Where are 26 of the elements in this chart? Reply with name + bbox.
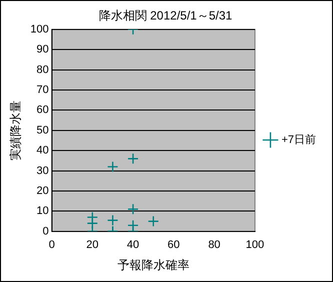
- y-tick-label: 90: [36, 44, 49, 56]
- y-tick-label: 80: [36, 64, 49, 76]
- x-axis-title: 予報降水確率: [117, 258, 190, 272]
- point: [107, 214, 118, 226]
- x-tick-label: 20: [86, 239, 99, 252]
- y-tick-label: 100: [30, 23, 49, 36]
- x-tick-label: 100: [246, 239, 264, 252]
- y-tick-label: 70: [36, 84, 49, 96]
- point: [127, 204, 139, 215]
- y-tick-label: 40: [36, 144, 49, 157]
- x-tick-label: 60: [168, 239, 180, 252]
- chart-title: 降水相関 2012/5/1～5/31: [98, 8, 233, 23]
- y-tick-label: 30: [36, 164, 49, 177]
- point: [127, 153, 139, 164]
- y-tick-label: 60: [36, 104, 49, 116]
- point: [107, 161, 118, 172]
- y-axis-title: 実績降水量: [8, 100, 23, 160]
- x-tick-label: 80: [208, 239, 220, 252]
- x-tick-label: 40: [126, 239, 140, 252]
- y-tick-label: 20: [36, 185, 49, 198]
- y-tick-label: 0: [42, 225, 49, 238]
- point: [86, 218, 98, 229]
- legend-label: +7日前: [281, 134, 316, 146]
- point: [148, 216, 160, 227]
- y-tick-label: 10: [36, 205, 49, 218]
- y-tick-label: 50: [36, 124, 49, 136]
